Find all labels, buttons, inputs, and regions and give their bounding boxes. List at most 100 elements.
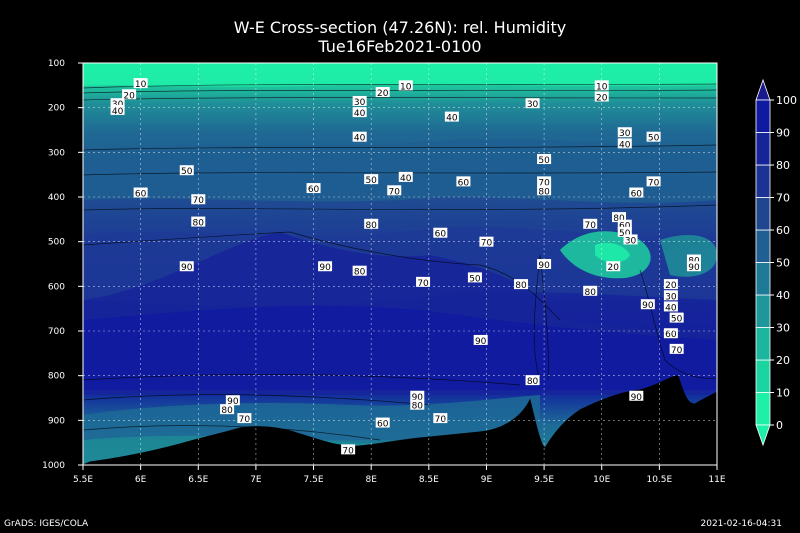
svg-text:40: 40 (400, 174, 412, 184)
contour-label: 70 (669, 343, 684, 356)
svg-text:70: 70 (389, 187, 401, 197)
contour-label: 80 (612, 212, 627, 224)
contour-label: 20 (663, 279, 678, 291)
x-tick-label: 6E (135, 475, 147, 485)
x-tick-label: 9E (481, 475, 493, 485)
svg-text:50: 50 (181, 167, 193, 177)
contour-label: 20 (606, 261, 621, 273)
svg-text:50: 50 (365, 176, 377, 186)
contour-line (82, 171, 718, 176)
contour-label: 50 (467, 272, 482, 284)
svg-text:30: 30 (354, 98, 366, 108)
svg-text:60: 60 (377, 420, 389, 430)
svg-text:30: 30 (625, 236, 637, 246)
colorbar-label: 20 (776, 354, 790, 367)
colorbar-label: 60 (776, 224, 790, 237)
svg-text:90: 90 (412, 393, 424, 403)
colorbar-label: 70 (776, 192, 790, 205)
svg-text:90: 90 (227, 397, 239, 407)
svg-text:30: 30 (527, 100, 539, 110)
colorbar-bottom-arrow (755, 424, 771, 447)
svg-text:80: 80 (365, 221, 377, 231)
svg-text:40: 40 (619, 140, 631, 150)
contour-label: 90 (629, 390, 644, 403)
contour-label: 50 (617, 226, 632, 239)
x-tick-label: 11E (708, 475, 725, 485)
contour-label: 30 (663, 290, 678, 302)
colorbar-segment (755, 164, 771, 198)
contour-label: 80 (220, 404, 235, 416)
contour-line (82, 425, 381, 441)
svg-text:20: 20 (377, 89, 389, 99)
svg-text:90: 90 (631, 393, 643, 403)
contour-label: 70 (341, 444, 356, 456)
svg-text:80: 80 (538, 187, 550, 197)
svg-text:70: 70 (417, 279, 429, 289)
svg-text:90: 90 (642, 301, 654, 311)
x-tick-label: 10.5E (646, 475, 672, 485)
contour-line (82, 204, 718, 211)
svg-text:20: 20 (123, 91, 135, 101)
colorbar-label: 80 (776, 159, 790, 172)
colorbar-label: 10 (776, 387, 790, 400)
contour-line (82, 144, 718, 151)
contour-label: 70 (646, 176, 661, 188)
contour-label: 90 (640, 299, 655, 311)
contour-label: 90 (686, 261, 701, 273)
colorbar-segment (755, 262, 771, 296)
svg-text:40: 40 (354, 134, 366, 144)
svg-text:50: 50 (469, 274, 481, 284)
colorbar-segment (755, 99, 771, 133)
contour-label: 20 (375, 87, 390, 99)
contour-label: 60 (433, 227, 448, 240)
x-tick-label: 8.5E (419, 475, 439, 485)
x-tick-label: 7E (250, 475, 262, 485)
svg-text:90: 90 (319, 263, 331, 273)
contour-label: 40 (110, 104, 125, 117)
contour-label: 80 (583, 285, 598, 298)
contour-band (83, 305, 717, 390)
svg-text:10: 10 (596, 82, 608, 92)
contour-label: 70 (387, 185, 402, 197)
contour-band (83, 138, 717, 203)
contour-label: 80 (525, 375, 540, 387)
contour-label: 50 (669, 312, 684, 325)
svg-text:30: 30 (665, 292, 677, 302)
svg-text:60: 60 (619, 222, 631, 232)
contour-label: 80 (410, 399, 425, 412)
contour-label: 40 (352, 131, 367, 144)
x-tick-label: 7.5E (304, 475, 324, 485)
colorbar-segment (755, 132, 771, 166)
svg-text:40: 40 (665, 303, 677, 313)
colorbar: 0 10 20 30 40 50 60 70 80 90 100 (755, 78, 797, 447)
footer-right: 2021-02-16-04:31 (700, 519, 783, 529)
svg-text:80: 80 (527, 377, 539, 387)
colorbar-segment (755, 294, 771, 328)
contour-label: 60 (663, 328, 678, 340)
svg-text:50: 50 (648, 134, 660, 144)
colorbar-label: 90 (776, 127, 790, 140)
contour-label: 40 (352, 107, 367, 119)
contour-label: 90 (473, 334, 488, 347)
footer-left: GrADS: IGES/COLA (4, 519, 89, 529)
axes: 5.5E 6E 6.5E 7E 7.5E 8E 8.5E 9E 9.5E 10E 10.5E 11E 1… (42, 59, 726, 485)
svg-text:60: 60 (665, 330, 677, 340)
svg-text:70: 70 (671, 346, 683, 356)
svg-text:50: 50 (538, 156, 550, 166)
contour-label: 50 (646, 131, 661, 144)
y-tick-label: 100 (48, 59, 65, 69)
contour-label: 60 (456, 176, 471, 188)
y-tick-label: 800 (48, 372, 65, 382)
contour-label: 70 (433, 413, 448, 425)
terrain (82, 375, 718, 466)
y-tick-label: 500 (48, 238, 65, 248)
contour-label: 40 (617, 138, 632, 150)
svg-text:70: 70 (584, 221, 596, 231)
contour-label: 90 (410, 390, 425, 403)
svg-text:60: 60 (308, 185, 320, 195)
svg-text:70: 70 (435, 415, 447, 425)
contour-line (533, 254, 549, 381)
contour-label: 80 (537, 185, 552, 197)
svg-text:60: 60 (435, 230, 447, 240)
contour-label: 10 (398, 80, 413, 92)
